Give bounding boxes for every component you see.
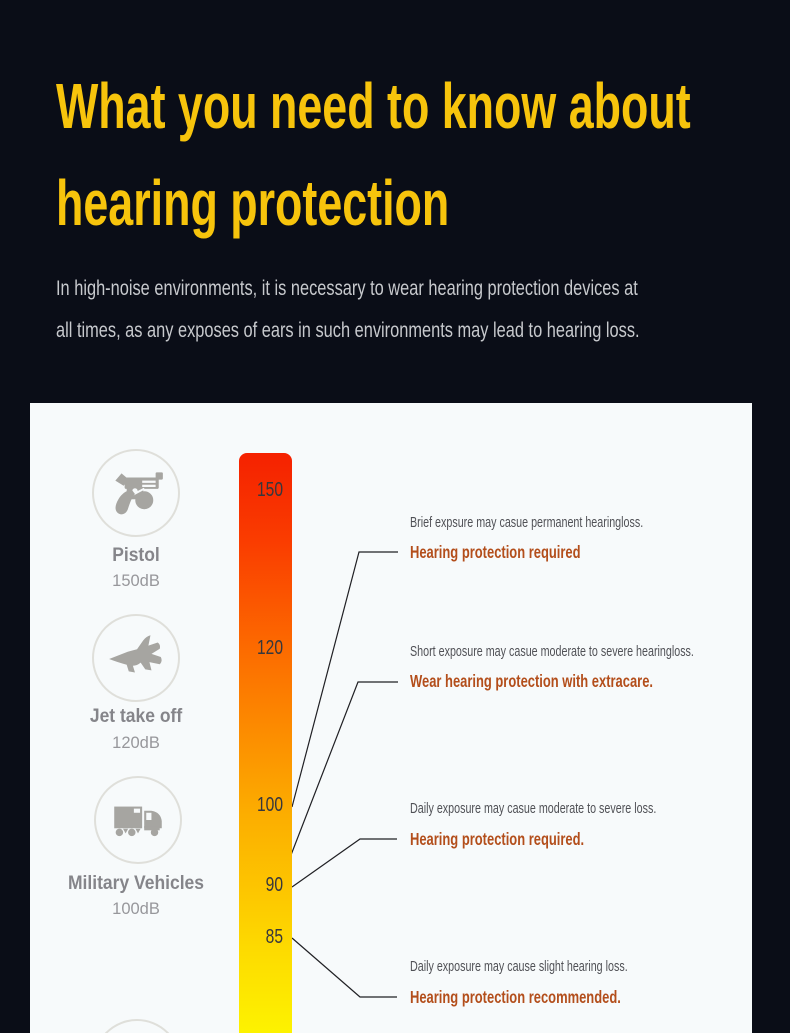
military-truck-icon bbox=[114, 806, 162, 837]
scale-tick-120: 120 bbox=[256, 637, 283, 659]
source-db-military-vehicles: 100dB bbox=[112, 900, 160, 918]
page-subtitle-line2: all times, as any exposes of ears in suc… bbox=[56, 319, 640, 342]
source-circle-pistol bbox=[92, 449, 180, 537]
fighter-jet-icon bbox=[109, 635, 162, 673]
note-action: Wear hearing protection with extracare. bbox=[410, 671, 654, 691]
note-action: Hearing protection required. bbox=[410, 829, 585, 849]
page-title-line2: hearing protection bbox=[56, 167, 450, 239]
scale-tick-150: 150 bbox=[256, 479, 283, 501]
scale-tick-90: 90 bbox=[265, 874, 283, 896]
decibel-chart-card: 150 120 100 90 85 Pistol 150dB bbox=[30, 403, 752, 1033]
pistol-icon bbox=[115, 472, 163, 515]
source-name-jet: Jet take off bbox=[89, 706, 183, 727]
source-circle-partial bbox=[93, 1019, 181, 1033]
source-circle-jet bbox=[92, 614, 180, 702]
decibel-scale-bar bbox=[239, 453, 292, 1033]
note-action: Hearing protection recommended. bbox=[410, 987, 621, 1007]
page-title-line1: What you need to know about bbox=[56, 70, 691, 142]
note-description: Brief expsure may casue permanent hearin… bbox=[410, 515, 644, 531]
source-name-pistol: Pistol bbox=[112, 545, 160, 566]
note-description: Daily exposure may cause slight hearing … bbox=[410, 959, 628, 975]
source-db-pistol: 150dB bbox=[112, 572, 160, 590]
source-circle-military-truck bbox=[94, 776, 182, 864]
scale-tick-100: 100 bbox=[256, 794, 283, 816]
note-action: Hearing protection required bbox=[410, 542, 581, 562]
source-name-military-vehicles: Military Vehicles bbox=[67, 873, 205, 894]
page-subtitle-line1: In high-noise environments, it is necess… bbox=[56, 277, 638, 300]
source-db-jet: 120dB bbox=[112, 734, 160, 752]
note-description: Daily exposure may casue moderate to sev… bbox=[410, 801, 657, 817]
note-description: Short exposure may casue moderate to sev… bbox=[410, 644, 694, 660]
scale-tick-85: 85 bbox=[265, 926, 283, 948]
